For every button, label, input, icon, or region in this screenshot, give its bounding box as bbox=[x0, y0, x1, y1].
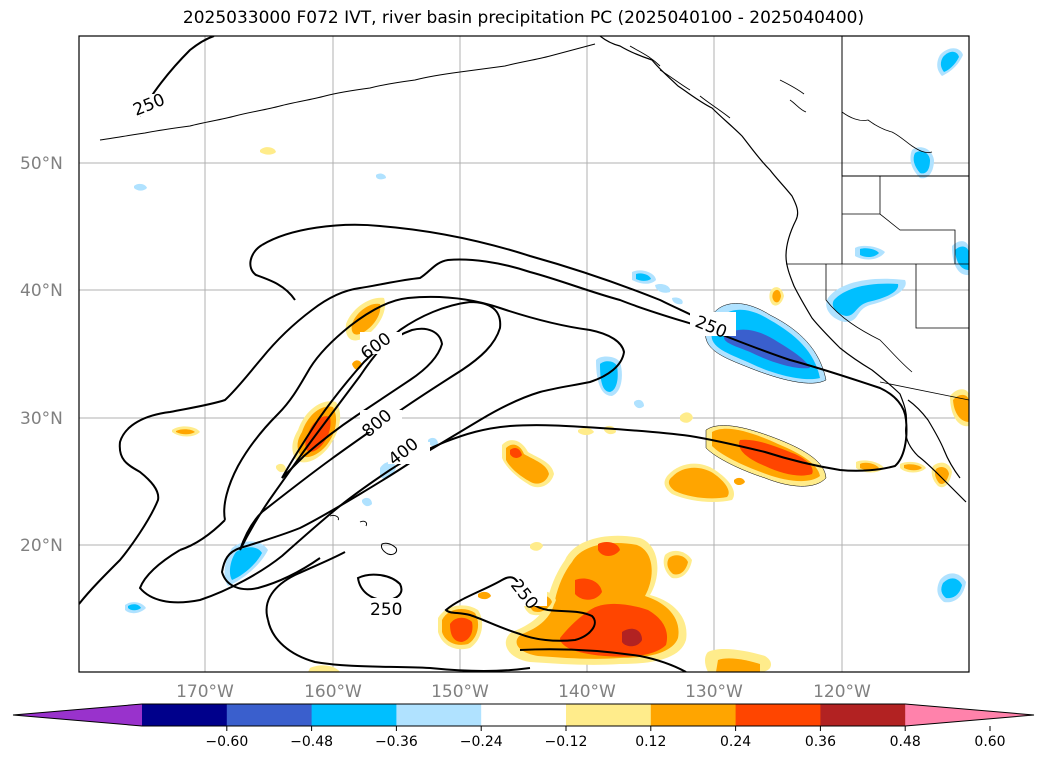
lon-label-170w: 170°W bbox=[176, 682, 234, 702]
figure-title: 2025033000 F072 IVT, river basin precipi… bbox=[182, 8, 865, 28]
colorbar-tick-label: −0.36 bbox=[375, 734, 418, 750]
colorbar-bin bbox=[396, 704, 482, 726]
contour-800 bbox=[281, 327, 444, 479]
colorbar-outline bbox=[12, 703, 1035, 727]
colorbar-tick-label: 0.12 bbox=[635, 734, 666, 750]
colorbar-bin bbox=[481, 704, 567, 726]
colorbar-tick-label: −0.60 bbox=[205, 734, 248, 750]
colorbar-tick-label: 0.24 bbox=[720, 734, 751, 750]
contour-label-boxes bbox=[134, 94, 736, 620]
colorbar-bin bbox=[226, 704, 313, 726]
lat-label-40n: 40°N bbox=[20, 281, 63, 301]
land-outlines bbox=[99, 36, 969, 555]
colorbar-tick-label: −0.48 bbox=[290, 734, 333, 750]
colorbar-extend-low bbox=[13, 704, 142, 726]
colorbar-bin bbox=[650, 704, 737, 726]
colorbar-bin bbox=[311, 704, 397, 726]
contour-label-250-south: 250 bbox=[370, 600, 402, 620]
lat-label-50n: 50°N bbox=[20, 154, 63, 174]
contour-250-loop bbox=[356, 573, 403, 602]
lon-labels: 170°W 160°W 150°W 140°W 130°W 120°W bbox=[176, 682, 871, 702]
colorbar-bin bbox=[735, 704, 821, 726]
map-background bbox=[79, 36, 969, 672]
gridlines bbox=[79, 36, 969, 672]
colorbar-extend-high bbox=[905, 704, 1034, 726]
ivt-contours bbox=[79, 36, 908, 672]
lon-label-160w: 160°W bbox=[304, 682, 362, 702]
colorbar-bin bbox=[142, 704, 228, 726]
contour-600 bbox=[239, 300, 502, 551]
colorbar-tick-label: −0.12 bbox=[545, 734, 588, 750]
map-frame bbox=[78, 35, 970, 673]
lon-label-140w: 140°W bbox=[558, 682, 616, 702]
colorbar-bin bbox=[820, 704, 906, 726]
contour-250-outer bbox=[261, 223, 711, 326]
lon-label-130w: 130°W bbox=[685, 682, 743, 702]
precip-shading bbox=[125, 48, 969, 672]
lat-label-20n: 20°N bbox=[20, 536, 63, 556]
colorbar-tick-label: 0.60 bbox=[974, 734, 1005, 750]
colorbar-bin bbox=[566, 704, 652, 726]
contour-250-south bbox=[265, 551, 346, 621]
lat-labels: 50°N 40°N 30°N 20°N bbox=[20, 154, 63, 556]
contour-250-ne-loop bbox=[444, 576, 596, 642]
colorbar-tick-label: 0.48 bbox=[890, 734, 921, 750]
colorbar-tick-label: 0.36 bbox=[805, 734, 836, 750]
colorbar: −0.60 −0.48 −0.36 −0.24 −0.12 0.12 0.24 0.36 0.4… bbox=[12, 703, 1035, 750]
lon-label-150w: 150°W bbox=[431, 682, 489, 702]
contour-250-main bbox=[79, 258, 908, 605]
lon-label-120w: 120°W bbox=[813, 682, 871, 702]
colorbar-tick-label: −0.24 bbox=[460, 734, 503, 750]
lat-label-30n: 30°N bbox=[20, 409, 63, 429]
